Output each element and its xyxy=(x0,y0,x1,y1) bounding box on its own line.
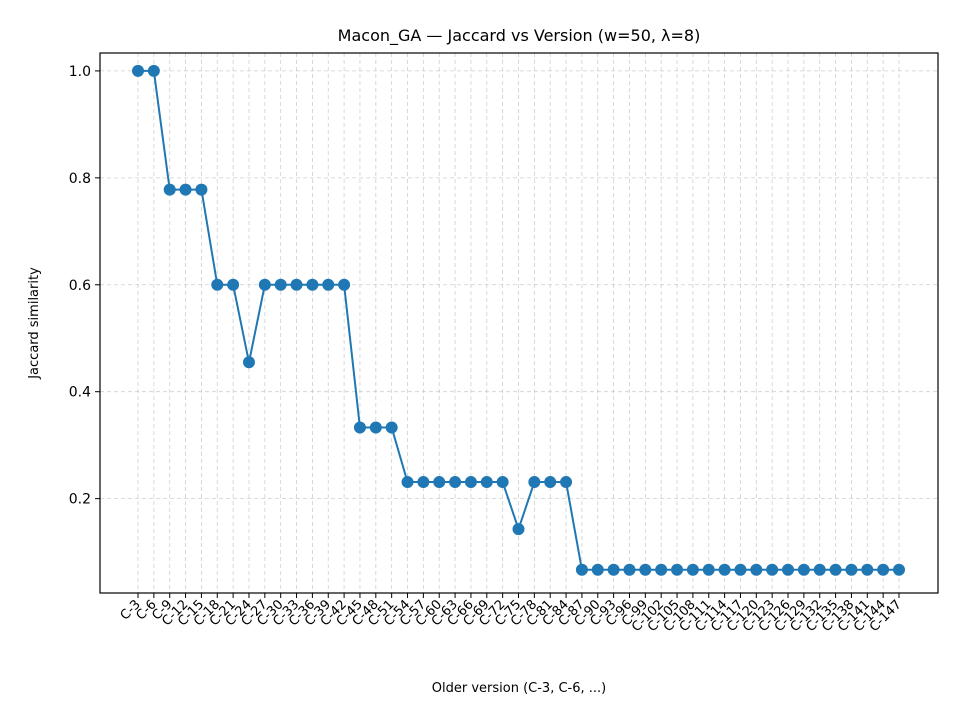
data-point xyxy=(417,476,430,489)
axis-ticks: C-3C-6C-9C-12C-15C-18C-21C-24C-27C-30C-3… xyxy=(69,64,905,635)
data-point xyxy=(718,563,731,576)
data-point xyxy=(449,476,462,489)
data-point xyxy=(686,563,699,576)
data-point xyxy=(591,563,604,576)
data-point xyxy=(179,183,192,196)
data-point xyxy=(496,476,509,489)
data-point xyxy=(575,563,588,576)
data-point xyxy=(813,563,826,576)
y-axis-label: Jaccard similarity xyxy=(27,267,42,380)
y-tick-label: 0.8 xyxy=(69,171,91,187)
data-point xyxy=(623,563,636,576)
data-point xyxy=(528,476,541,489)
data-point xyxy=(132,64,144,77)
data-point xyxy=(702,563,715,576)
data-point xyxy=(211,278,224,291)
data-point xyxy=(671,563,684,576)
data-point xyxy=(338,278,351,291)
data-point xyxy=(829,563,842,576)
marker-group xyxy=(132,64,905,576)
data-point xyxy=(306,278,319,291)
x-axis-label: Older version (C-3, C-6, ...) xyxy=(432,681,606,696)
data-point xyxy=(163,183,176,196)
data-point xyxy=(353,421,366,434)
data-point xyxy=(512,523,525,536)
data-point xyxy=(369,421,382,434)
data-point xyxy=(861,563,874,576)
grid xyxy=(100,53,938,593)
data-point xyxy=(734,563,747,576)
data-point xyxy=(560,476,573,489)
chart-title: Macon_GA — Jaccard vs Version (w=50, λ=8… xyxy=(338,26,701,46)
data-point xyxy=(639,563,652,576)
data-point xyxy=(544,476,557,489)
data-point xyxy=(195,183,208,196)
data-point xyxy=(750,563,763,576)
data-point xyxy=(845,563,858,576)
y-tick-label: 1.0 xyxy=(69,64,91,80)
data-point xyxy=(242,356,255,369)
data-point xyxy=(258,278,271,291)
data-point xyxy=(464,476,477,489)
data-point xyxy=(766,563,779,576)
data-point xyxy=(290,278,303,291)
data-point xyxy=(893,563,905,576)
data-point xyxy=(797,563,810,576)
data-point xyxy=(147,64,160,77)
data-point xyxy=(227,278,240,291)
data-point xyxy=(877,563,890,576)
y-tick-label: 0.2 xyxy=(69,492,91,508)
data-point xyxy=(782,563,795,576)
data-point xyxy=(385,421,398,434)
data-point xyxy=(480,476,493,489)
data-point xyxy=(433,476,446,489)
data-point xyxy=(274,278,287,291)
data-point xyxy=(655,563,668,576)
data-point xyxy=(401,476,414,489)
y-tick-label: 0.6 xyxy=(69,278,91,294)
data-point xyxy=(607,563,620,576)
data-point xyxy=(322,278,335,291)
y-tick-label: 0.4 xyxy=(69,385,91,401)
